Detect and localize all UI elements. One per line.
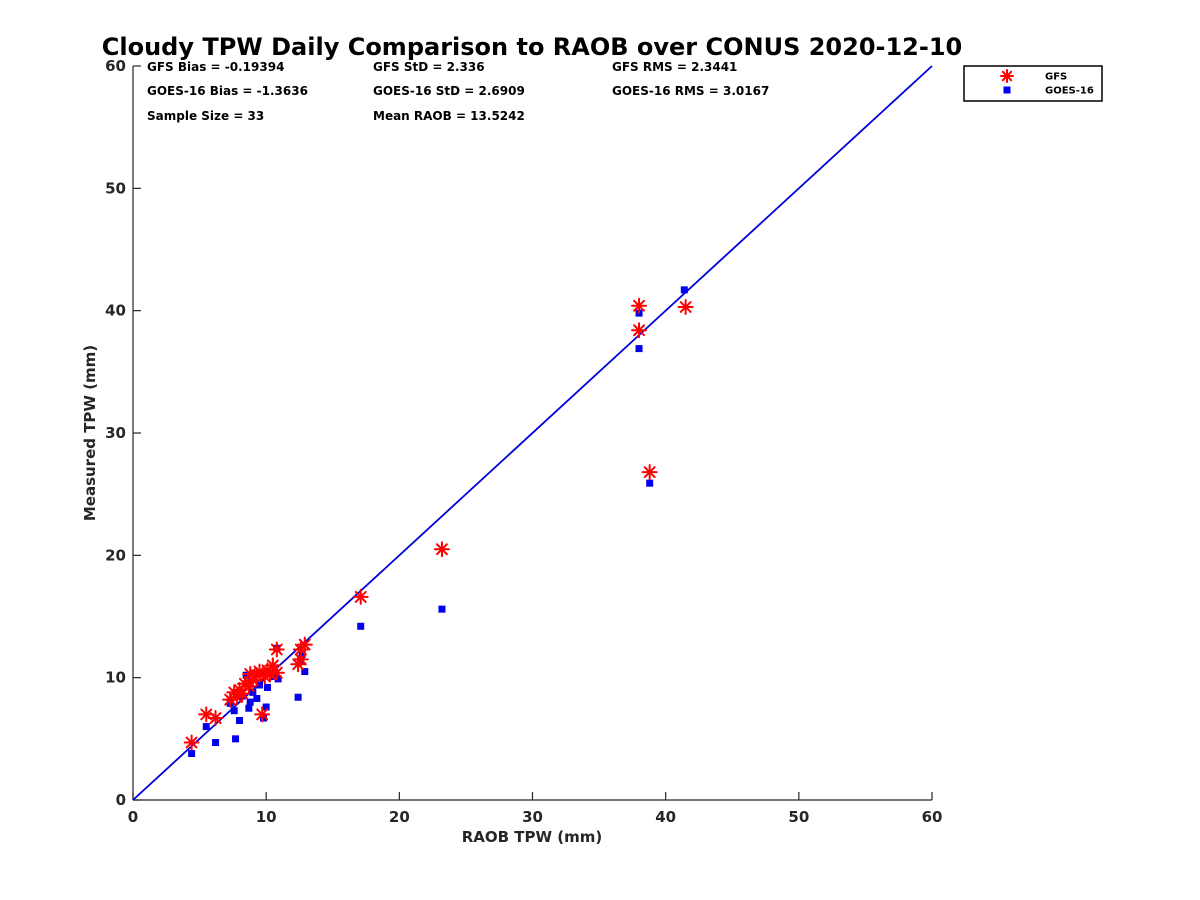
gfs-point: [207, 710, 224, 727]
y-axis-label: Measured TPW (mm): [81, 345, 99, 521]
y-tick-label: 30: [105, 424, 126, 442]
x-tick-label: 30: [522, 808, 543, 826]
legend-label: GOES-16: [1045, 86, 1094, 97]
legend-label: GFS: [1045, 72, 1067, 83]
goes16-point: [256, 681, 264, 689]
stat-text: GFS StD = 2.336: [373, 60, 485, 74]
goes16-point: [680, 286, 688, 294]
y-tick-label: 20: [105, 546, 126, 564]
y-tick-label: 0: [116, 791, 126, 809]
goes16-point: [230, 707, 238, 715]
y-tick-label: 10: [105, 669, 126, 687]
goes16-point: [298, 650, 306, 658]
x-axis-label: RAOB TPW (mm): [462, 828, 603, 846]
stat-text: GOES-16 RMS = 3.0167: [612, 84, 769, 98]
gfs-point: [352, 588, 369, 605]
goes16-point: [249, 688, 257, 696]
goes16-point: [253, 694, 261, 702]
gfs-point: [631, 297, 648, 314]
chart-title: Cloudy TPW Daily Comparison to RAOB over…: [102, 33, 962, 61]
goes16-point: [242, 671, 250, 679]
stat-text: GFS Bias = -0.19394: [147, 60, 284, 74]
legend: GFS GOES-16: [963, 65, 1103, 102]
gfs-point: [268, 641, 285, 658]
stat-text: GOES-16 StD = 2.6909: [373, 84, 525, 98]
goes16-point: [232, 735, 240, 743]
goes16-point: [438, 605, 446, 613]
goes16-point: [262, 703, 270, 711]
x-tick-label: 50: [788, 808, 809, 826]
x-tick-label: 20: [389, 808, 410, 826]
data-marks: [183, 286, 694, 758]
gfs-point: [268, 664, 285, 681]
stat-text: Sample Size = 33: [147, 109, 264, 123]
goes16-point: [646, 479, 654, 487]
series-goes-16: [188, 286, 688, 758]
x-tick-label: 10: [256, 808, 277, 826]
goes16-point: [202, 723, 210, 731]
x-tick-label: 0: [128, 808, 138, 826]
series-gfs: [183, 297, 694, 751]
legend-gfs-marker: [1000, 69, 1014, 83]
goes16-point: [357, 622, 365, 630]
goes16-point: [260, 714, 268, 722]
goes16-point: [274, 675, 282, 683]
gfs-point: [296, 636, 313, 653]
goes16-point: [294, 693, 302, 701]
stat-text: Mean RAOB = 13.5242: [373, 109, 525, 123]
gfs-point: [677, 298, 694, 315]
stats-annotations: GFS Bias = -0.19394 GFS StD = 2.336 GFS RM…: [147, 60, 769, 123]
stat-text: GOES-16 Bias = -1.3636: [147, 84, 308, 98]
goes16-point: [635, 345, 643, 353]
y-tick-label: 60: [105, 57, 126, 75]
goes16-point: [212, 739, 220, 747]
goes16-point: [301, 668, 309, 676]
goes16-point: [245, 704, 253, 712]
legend-box: [963, 65, 1103, 102]
gfs-point: [183, 734, 200, 751]
y-tick-label: 40: [105, 302, 126, 320]
axes: 0 10 20 30 40 50 60 0 10 20 30 40 50 60: [105, 57, 942, 826]
y-tick-label: 50: [105, 179, 126, 197]
x-tick-label: 40: [655, 808, 676, 826]
goes16-point: [246, 698, 254, 706]
gfs-point: [433, 541, 450, 558]
gfs-point: [631, 322, 648, 339]
x-tick-label: 60: [922, 808, 943, 826]
goes16-point: [263, 683, 271, 691]
stat-text: GFS RMS = 2.3441: [612, 60, 737, 74]
goes16-point: [188, 750, 196, 758]
goes16-point: [236, 716, 244, 724]
legend-goes16-marker: [1003, 86, 1011, 94]
gfs-point: [254, 706, 271, 723]
gfs-point: [641, 464, 658, 481]
